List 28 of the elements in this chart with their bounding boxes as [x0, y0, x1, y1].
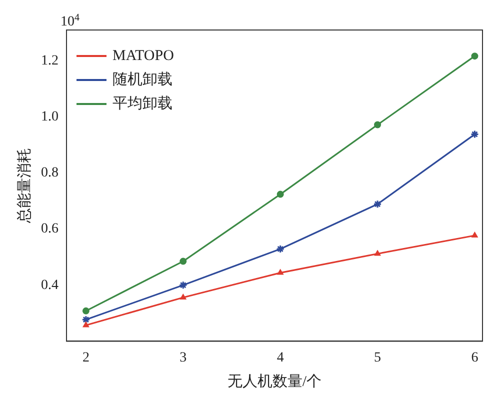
- y-tick-label: 0.4: [41, 278, 58, 293]
- y-tick-label: 1.2: [41, 54, 58, 69]
- point: [374, 121, 382, 128]
- point: [277, 269, 284, 275]
- x-tick-label: 3: [180, 350, 187, 366]
- point: [180, 258, 187, 265]
- y-tick-label: 1.0: [41, 110, 58, 125]
- point: [276, 244, 285, 254]
- y-tick-label: 0.6: [41, 222, 58, 237]
- y-tick-label: 0.8: [41, 166, 58, 181]
- point: [178, 280, 188, 290]
- point: [82, 322, 90, 328]
- legend-label: 随机卸载: [112, 70, 172, 88]
- point: [471, 52, 478, 60]
- y-axis-title: 总能量消耗: [16, 148, 33, 224]
- x-tick-label: 4: [276, 350, 284, 366]
- point: [374, 250, 381, 256]
- legend-label: MATOPO: [112, 48, 174, 64]
- x-tick-label: 5: [374, 350, 382, 366]
- point: [472, 232, 478, 238]
- point: [180, 294, 186, 300]
- point: [276, 190, 284, 198]
- point: [82, 307, 90, 314]
- x-axis-title: 无人机数量/个: [227, 372, 322, 390]
- x-tick-label: 2: [82, 350, 90, 366]
- point: [373, 200, 382, 208]
- legend-label: 平均卸载: [112, 94, 172, 112]
- x-tick-label: 6: [471, 350, 478, 366]
